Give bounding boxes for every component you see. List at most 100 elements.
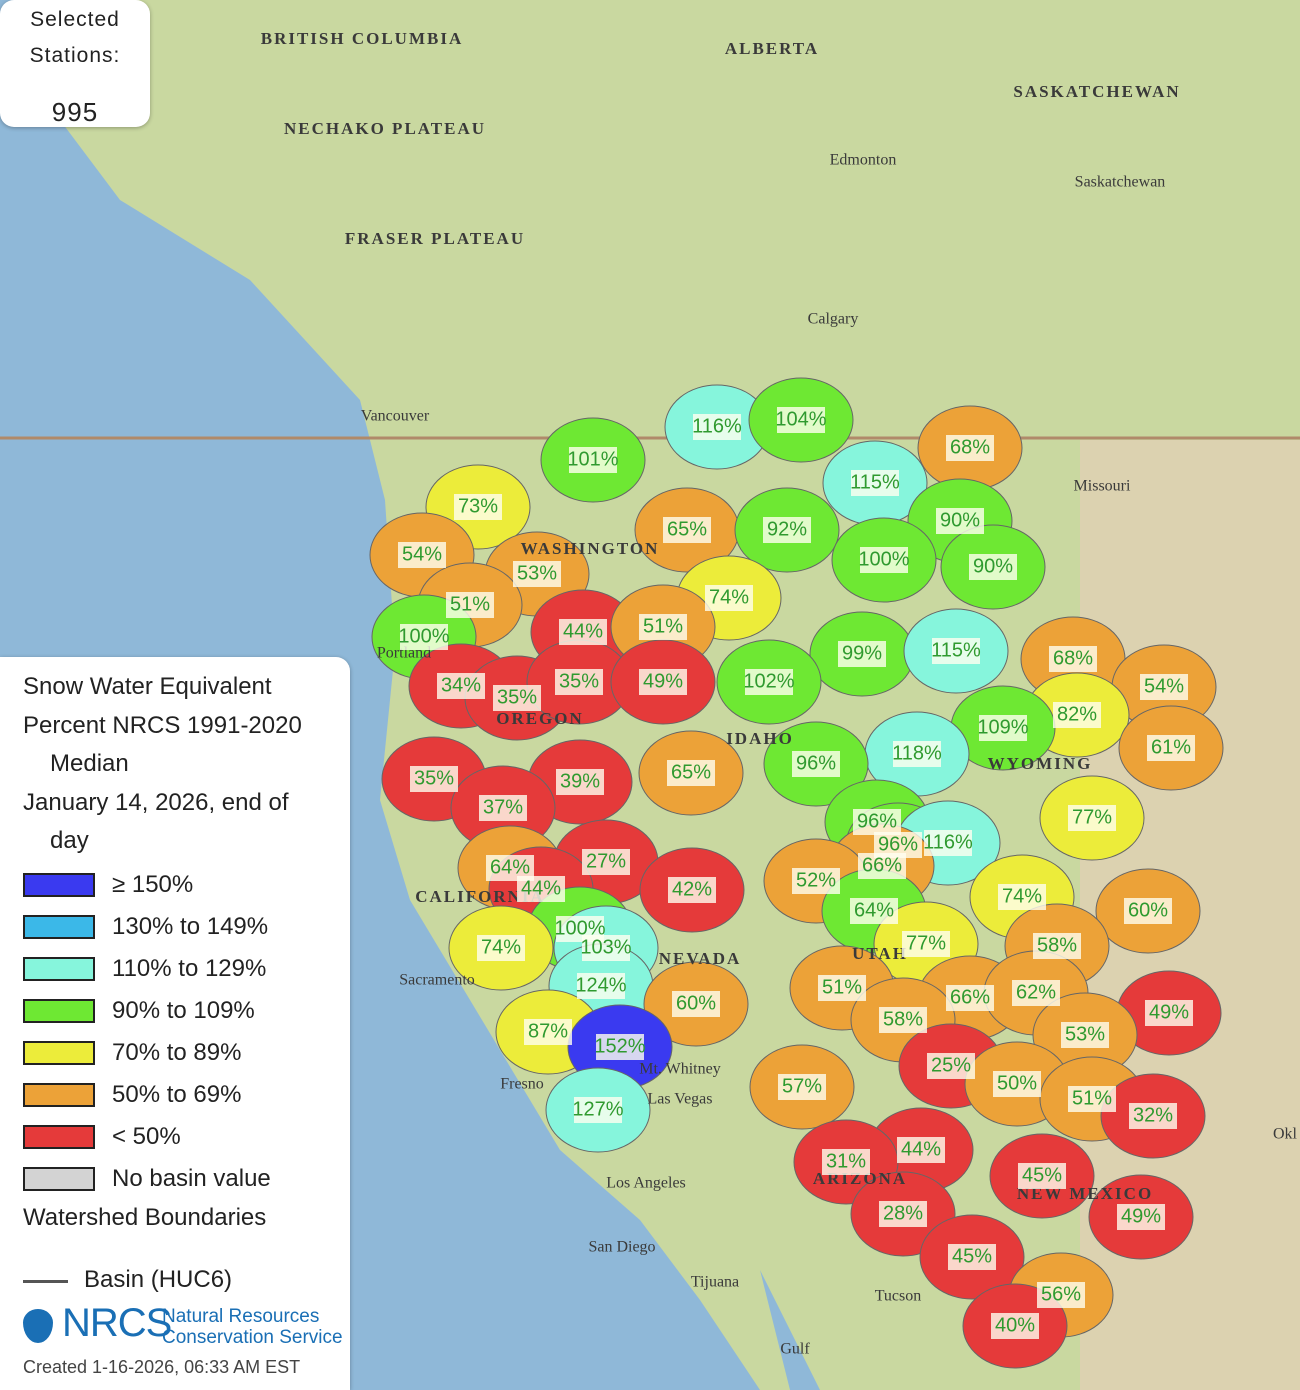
place-label: WASHINGTON [521, 539, 660, 558]
basin-label: 96% [857, 810, 897, 832]
basin-label-bg [410, 766, 458, 792]
basin-label-bg [851, 470, 899, 496]
basin-label-bg [763, 517, 811, 543]
legend-label: 90% to 109% [112, 997, 255, 1024]
basin-label: 73% [458, 495, 498, 517]
basin-label-bg [822, 1149, 870, 1175]
basin-label: 77% [1072, 806, 1112, 828]
basin-label-bg [667, 760, 715, 786]
logo-name: Natural Resources [162, 1306, 320, 1327]
basin-label-bg [437, 673, 485, 699]
basin-label-bg [924, 830, 972, 856]
basin-label: 42% [672, 878, 712, 900]
legend-label: < 50% [112, 1123, 181, 1150]
basin-label: 45% [952, 1245, 992, 1267]
place-label: NECHAKO PLATEAU [284, 119, 486, 138]
legend-swatch [23, 999, 95, 1023]
legend-label: No basin value [112, 1165, 271, 1192]
basin-label: 44% [521, 877, 561, 899]
basin-label: 74% [481, 936, 521, 958]
basin-label: 51% [822, 976, 862, 998]
basin-label: 116% [692, 415, 742, 437]
basin-label: 39% [560, 770, 600, 792]
basin-label-bg [574, 1097, 622, 1123]
basin-label-bg [1012, 980, 1060, 1006]
basin-label: 44% [563, 620, 603, 642]
basin-label-bg [1145, 1000, 1193, 1026]
basin-label-bg [979, 715, 1027, 741]
basin-label-bg [1049, 646, 1097, 672]
basin-label: 96% [878, 833, 918, 855]
basin-label-bg [663, 517, 711, 543]
basin-label: 54% [1144, 675, 1184, 697]
basin-label: 104% [775, 408, 826, 430]
basin-label: 54% [402, 543, 442, 565]
legend-title: Percent NRCS 1991-2020 [23, 712, 302, 739]
basin-label: 74% [1002, 885, 1042, 907]
legend-swatch [23, 1041, 95, 1065]
basin-label: 50% [997, 1072, 1037, 1094]
basin-label: 116% [923, 831, 973, 853]
basin-label: 35% [497, 686, 537, 708]
place-label: WYOMING [988, 754, 1093, 773]
logo-drop [23, 1309, 53, 1343]
watershed-title: Watershed Boundaries [23, 1204, 267, 1231]
basin-label: 103% [580, 936, 631, 958]
place-label: Fresno [500, 1076, 544, 1093]
place-label: Gulf [780, 1341, 810, 1358]
place-label: BRITISH COLUMBIA [261, 29, 464, 48]
basin-label: 49% [1149, 1001, 1189, 1023]
basin-label-bg [897, 1137, 945, 1163]
basin-label-bg [850, 898, 898, 924]
place-label: SASKATCHEWAN [1013, 82, 1180, 101]
basin-label-bg [853, 809, 901, 835]
place-label: Tucson [875, 1288, 922, 1305]
basin-label-bg [858, 853, 906, 879]
stations-label: Selected Stations: [29, 8, 121, 67]
basin-label: 62% [1016, 981, 1056, 1003]
basin-label-bg [569, 447, 617, 473]
place-label: Saskatchewan [1075, 174, 1166, 191]
basin-label: 56% [1041, 1283, 1081, 1305]
basin-label-bg [1061, 1022, 1109, 1048]
basin-label-bg [932, 638, 980, 664]
basin-label-bg [991, 1313, 1039, 1339]
basin-label: 37% [483, 796, 523, 818]
basin-label: 101% [567, 448, 618, 470]
basin-label-bg [400, 624, 448, 650]
basin-label-bg [1124, 898, 1172, 924]
basin-label-bg [902, 931, 950, 957]
basin-label-bg [946, 435, 994, 461]
basin-label: 127% [572, 1098, 623, 1120]
basin-label: 102% [743, 670, 794, 692]
basin-label: 60% [676, 992, 716, 1014]
place-label: San Diego [588, 1239, 655, 1256]
place-label: IDAHO [726, 729, 794, 748]
basin-label: 100% [398, 625, 449, 647]
basin-label-bg [524, 1019, 572, 1045]
basin-label: 31% [826, 1150, 866, 1172]
basin-label: 25% [931, 1054, 971, 1076]
basin-label: 32% [1133, 1104, 1173, 1126]
basin-label: 64% [490, 856, 530, 878]
basin-label-bg [513, 561, 561, 587]
legend-label: 130% to 149% [112, 913, 269, 940]
basin-label: 34% [441, 674, 481, 696]
basin-label-bg [672, 991, 720, 1017]
basin-label: 115% [931, 639, 981, 661]
basin-label-bg [1018, 1163, 1066, 1189]
basin-label-bg [493, 685, 541, 711]
legend-title: January 14, 2026, end of [23, 789, 289, 816]
basin-label: 82% [1057, 703, 1097, 725]
basin-label: 68% [1053, 647, 1093, 669]
logo-acronym: NRCS [62, 1301, 172, 1345]
basin-label: 44% [901, 1138, 941, 1160]
legend-label: 110% to 129% [112, 955, 267, 982]
basin-label: 35% [414, 767, 454, 789]
place-label: Las Vegas [647, 1091, 712, 1108]
legend-swatch [23, 873, 95, 897]
basin-label: 51% [643, 615, 683, 637]
basin-label-bg [582, 849, 630, 875]
